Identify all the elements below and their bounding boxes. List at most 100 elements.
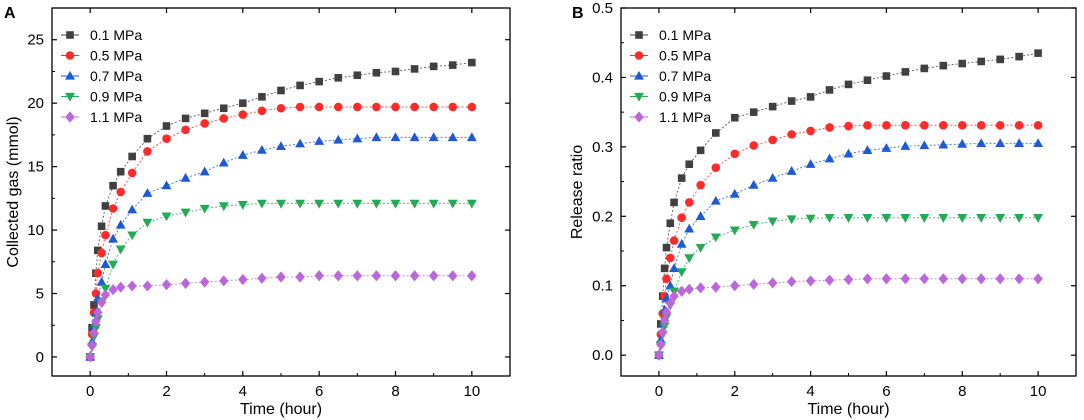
data-point [96, 276, 107, 286]
data-point [995, 121, 1005, 130]
data-point [142, 218, 153, 228]
data-point [127, 168, 137, 178]
series-line [89, 106, 472, 358]
data-point [767, 277, 778, 289]
data-point [710, 233, 721, 243]
data-point [677, 174, 686, 182]
data-point [695, 243, 706, 253]
data-point [995, 273, 1005, 285]
data-point [882, 72, 891, 80]
data-point [371, 199, 382, 209]
data-point [1014, 214, 1025, 223]
data-point [786, 215, 797, 225]
data-point [100, 289, 111, 301]
data-point [1034, 49, 1042, 57]
data-point [748, 220, 759, 230]
data-point [161, 180, 172, 190]
data-point [677, 213, 686, 222]
data-point [767, 172, 778, 182]
panel-a: A 0 2 4 6 8 10 0 5 10 15 20 25 Time (hour) Collected g… [4, 5, 511, 418]
data-point [805, 159, 816, 168]
data-point [127, 231, 138, 241]
data-point [219, 275, 229, 287]
data-point [91, 315, 101, 328]
data-point [957, 214, 968, 223]
series-0-5-mpa [654, 121, 1043, 360]
data-point [97, 222, 106, 231]
data-point [844, 121, 853, 131]
y-tick-label: 10 [27, 222, 44, 239]
data-point [333, 270, 343, 282]
data-point [218, 157, 229, 167]
data-point [277, 86, 285, 95]
data-point [843, 148, 854, 158]
x-tick-label: 8 [391, 383, 399, 400]
data-point [409, 199, 420, 209]
data-point [466, 199, 477, 209]
data-point [901, 121, 910, 130]
data-point [296, 81, 304, 90]
series-1-1-mpa [85, 270, 477, 363]
legend-label: 0.7 MPa [659, 68, 711, 84]
data-point [666, 219, 675, 228]
legend-label: 0.5 MPa [90, 48, 142, 64]
data-point [920, 64, 929, 73]
data-point [730, 280, 740, 292]
x-tick-label: 0 [655, 383, 663, 400]
y-tick-label: 0.1 [592, 278, 613, 295]
data-point [938, 273, 949, 285]
data-point [352, 133, 363, 143]
data-point [390, 270, 401, 282]
data-point [238, 110, 248, 119]
data-point [391, 102, 400, 112]
legend-marker [66, 31, 74, 39]
data-point [429, 102, 438, 112]
data-point [786, 166, 797, 175]
data-point [127, 280, 137, 292]
data-point [162, 134, 171, 144]
x-tick-label: 6 [315, 383, 323, 400]
series-0-1-mpa [655, 49, 1042, 359]
data-point [659, 314, 670, 327]
data-point [1014, 121, 1024, 130]
data-point [662, 274, 671, 284]
data-point [314, 270, 324, 282]
data-point [863, 121, 872, 130]
data-point [695, 282, 706, 294]
data-point [662, 243, 671, 252]
data-point [1033, 121, 1043, 130]
data-point [710, 195, 721, 205]
data-point [843, 273, 854, 286]
data-point [805, 214, 816, 224]
legend-label: 0.9 MPa [659, 89, 711, 105]
data-point [238, 273, 248, 286]
data-point [729, 226, 740, 236]
legend-label: 0.1 MPa [90, 27, 142, 43]
data-point [711, 163, 721, 172]
data-point [901, 68, 910, 76]
data-point [669, 236, 679, 245]
data-point [824, 153, 835, 163]
data-point [108, 204, 118, 213]
data-point [199, 276, 210, 288]
data-point [467, 270, 477, 282]
data-point [87, 339, 97, 352]
data-point [115, 219, 126, 229]
x-tick-label: 6 [882, 383, 890, 400]
data-point [900, 273, 911, 285]
panel-b: B 0 2 4 6 8 10 0.0 0.1 0.2 0.3 0.4 0.5 Time (hour) Rel… [569, 0, 1077, 418]
data-point [806, 93, 815, 101]
data-point [353, 102, 362, 112]
data-point [93, 306, 103, 319]
data-point [824, 274, 835, 286]
y-tick-label: 0.5 [592, 0, 613, 17]
legend: 0.1 MPa 0.5 MPa 0.7 MPa 0.9 MPa 1.1 MPa [630, 27, 711, 125]
data-point [665, 253, 675, 263]
y-tick-label: 0.2 [592, 208, 613, 225]
data-point [108, 233, 119, 243]
data-point [200, 109, 209, 118]
data-point [654, 349, 664, 361]
data-point [333, 102, 343, 112]
data-point [237, 201, 248, 210]
